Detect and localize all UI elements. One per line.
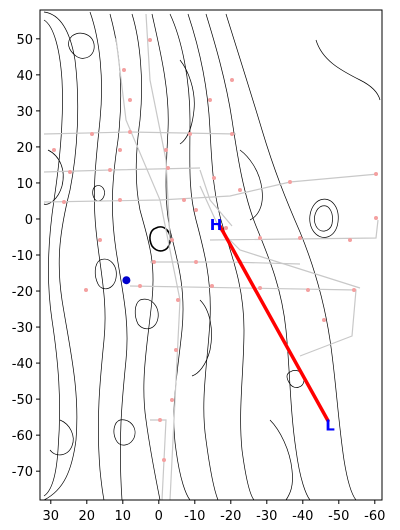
profile-end-label: L bbox=[325, 417, 335, 435]
y-tick-label: 20 bbox=[16, 141, 33, 156]
x-tick-label: -60 bbox=[364, 509, 385, 524]
y-tick-label: 40 bbox=[16, 69, 33, 84]
x-tick-label: -30 bbox=[256, 509, 277, 524]
x-tick-label: 10 bbox=[115, 509, 132, 524]
x-tick-label: -10 bbox=[184, 509, 205, 524]
x-tick-label: -40 bbox=[292, 509, 313, 524]
y-tick-label: -40 bbox=[12, 357, 33, 372]
sample-points bbox=[52, 38, 378, 462]
x-axis: 30 20 10 0 -10 -20 -30 -40 -50 -60 bbox=[43, 500, 385, 524]
contour-lines bbox=[43, 11, 381, 501]
y-tick-label: -60 bbox=[12, 429, 33, 444]
y-axis: 50 40 30 20 10 0 -10 -20 -30 -40 -50 -60 -70 bbox=[12, 33, 40, 480]
y-tick-label: -20 bbox=[12, 285, 33, 300]
x-tick-label: 0 bbox=[155, 509, 163, 524]
y-tick-label: 30 bbox=[16, 105, 33, 120]
y-tick-label: 0 bbox=[25, 213, 33, 228]
map-plot-area bbox=[43, 11, 381, 501]
location-dot bbox=[122, 276, 131, 285]
profile-start-label: H bbox=[210, 216, 223, 234]
y-tick-label: -70 bbox=[12, 465, 33, 480]
y-tick-label: -30 bbox=[12, 321, 33, 336]
y-tick-label: -10 bbox=[12, 249, 33, 264]
x-tick-label: 30 bbox=[43, 509, 60, 524]
x-tick-label: 20 bbox=[79, 509, 96, 524]
survey-tracks bbox=[43, 13, 379, 501]
x-tick-label: -20 bbox=[220, 509, 241, 524]
x-tick-label: -50 bbox=[328, 509, 349, 524]
profile-line bbox=[218, 224, 330, 423]
y-tick-label: 50 bbox=[16, 33, 33, 48]
y-tick-label: 10 bbox=[16, 177, 33, 192]
y-tick-label: -50 bbox=[12, 393, 33, 408]
